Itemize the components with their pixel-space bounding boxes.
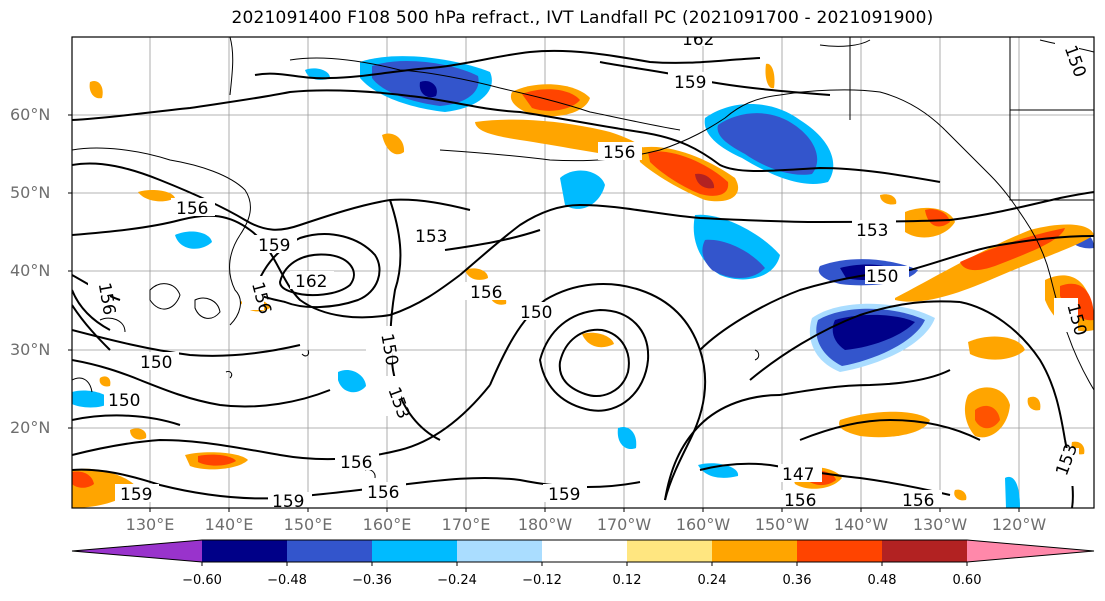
colorbar-tick-label: −0.60 — [182, 573, 222, 588]
colorbar-swatch — [627, 540, 712, 562]
lon-label: 140°E — [204, 515, 254, 534]
lon-label: 150°W — [754, 515, 810, 534]
negative-anomaly-hawaii — [617, 426, 637, 450]
positive-anomaly-kamchatka — [382, 133, 405, 155]
lon-label: 160°E — [362, 515, 412, 534]
contour-label: 150 — [520, 303, 552, 323]
positive-anomaly-west-pacific — [89, 80, 103, 99]
shaded-anomalies — [72, 56, 1094, 508]
contour-label: 162 — [295, 272, 327, 292]
positive-anomaly-tiny-6 — [99, 376, 111, 387]
colorbar-swatch — [372, 540, 457, 562]
colorbar-extend-max — [967, 540, 1094, 562]
colorbar-tick-label: 0.48 — [867, 573, 897, 588]
negative-anomaly-gulf-alaska-core — [717, 113, 818, 175]
lat-label: 20°N — [10, 418, 51, 437]
lat-label: 60°N — [10, 105, 51, 124]
positive-anomaly-tiny-4 — [880, 194, 897, 205]
lon-label: 130°W — [912, 515, 968, 534]
positive-anomaly-subtropical-east — [968, 336, 1025, 360]
contour-label: 156 — [470, 283, 502, 303]
contour-label: 153 — [856, 221, 888, 241]
contour-label: 153 — [415, 227, 447, 247]
axis-ticks — [68, 114, 1020, 512]
colorbar-swatch — [542, 540, 627, 562]
contour-label: 156 — [784, 491, 816, 511]
contour-label: 150 — [140, 353, 172, 373]
colorbar-tick-label: −0.48 — [267, 573, 307, 588]
colorbar-swatch — [797, 540, 882, 562]
lat-label: 30°N — [10, 340, 51, 359]
contour-label: 159 — [674, 73, 706, 93]
colorbar-swatch — [202, 540, 287, 562]
positive-anomaly-tropical-west-core — [198, 454, 236, 466]
colorbar-tick-label: −0.24 — [437, 573, 477, 588]
contour-label: 156 — [367, 483, 399, 503]
map-title: 2021091400 F108 500 hPa refract., IVT La… — [231, 8, 934, 28]
positive-anomaly-gulf-center — [695, 173, 715, 189]
positive-anomaly-aleutian-small — [465, 268, 488, 280]
negative-anomaly-west-edge — [72, 390, 112, 408]
positive-anomaly-sw-corner-core — [72, 471, 94, 488]
colorbar-extend-min — [72, 540, 202, 562]
contour-label: 147 — [782, 465, 814, 485]
negative-anomaly-nw-pacific — [560, 170, 605, 209]
negative-anomaly-baja — [1005, 476, 1020, 508]
lat-label: 50°N — [10, 183, 51, 202]
colorbar-tick-label: −0.36 — [352, 573, 392, 588]
lon-label: 170°E — [441, 515, 491, 534]
lat-label: 40°N — [10, 261, 51, 280]
map-background — [72, 37, 1094, 508]
lon-label: 140°W — [833, 515, 889, 534]
contour-label: 156 — [340, 453, 372, 473]
positive-anomaly-ring-core — [975, 405, 1000, 429]
positive-anomaly-tiny-3 — [954, 489, 967, 501]
colorbar-tick-label: 0.24 — [697, 573, 727, 588]
lon-label: 130°E — [125, 515, 175, 534]
negative-anomaly-aleutian-center — [419, 80, 437, 98]
contour-label: 150 — [108, 391, 140, 411]
contour-label: 159 — [548, 485, 580, 505]
contour-label: 156 — [902, 491, 934, 511]
contour-label: 159 — [258, 236, 290, 256]
positive-anomaly-tropical-east — [839, 411, 930, 438]
contour-labels: 162 159 156 156 153 153 159 162 156 150 … — [88, 30, 1090, 512]
colorbar-tick-label: −0.12 — [522, 573, 562, 588]
colorbar-tick-label: 0.12 — [612, 573, 642, 588]
negative-anomaly-wpac-40n — [175, 231, 212, 249]
positive-anomaly-mid-south — [582, 332, 614, 348]
lon-label: 160°W — [675, 515, 731, 534]
lon-label: 170°W — [596, 515, 652, 534]
contour-label: 156 — [603, 143, 635, 163]
colorbar-tick-label: 0.36 — [782, 573, 812, 588]
negative-anomaly-tropics — [698, 463, 739, 478]
positive-anomaly-alaska-blob — [765, 63, 775, 89]
contour-label: 162 — [682, 30, 714, 50]
positive-anomaly-japan-north — [138, 190, 175, 202]
colorbar-swatch — [287, 540, 372, 562]
contour-label: 150 — [866, 267, 898, 287]
colorbar-swatch — [882, 540, 967, 562]
lon-label: 150°E — [283, 515, 333, 534]
contour-label: 159 — [120, 485, 152, 505]
colorbar — [71, 539, 1095, 566]
positive-anomaly-tiny-1 — [1027, 396, 1041, 411]
negative-anomaly-wpac-small — [338, 369, 366, 393]
contour-label: 156 — [176, 199, 208, 219]
lon-label: 180°W — [517, 515, 573, 534]
colorbar-tick-label: 0.60 — [952, 573, 982, 588]
positive-anomaly-north-pacific-core — [522, 89, 580, 111]
positive-anomaly-east-40n-core — [925, 209, 950, 227]
lon-label: 120°W — [991, 515, 1047, 534]
negative-anomaly-east-pacific-30n-core — [832, 314, 915, 350]
positive-anomaly-tiny-5 — [130, 428, 147, 440]
colorbar-swatch — [457, 540, 542, 562]
negative-anomaly-mid-pacific-core — [702, 239, 765, 278]
colorbar-swatch — [712, 540, 797, 562]
map-frame — [71, 36, 1095, 509]
contour-label: 159 — [272, 492, 304, 512]
